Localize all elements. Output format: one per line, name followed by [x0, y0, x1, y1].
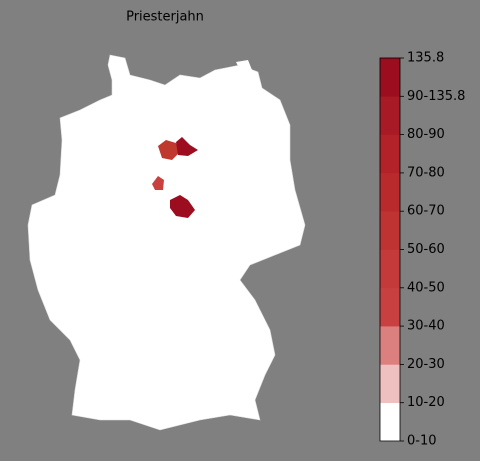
legend-swatch [380, 211, 400, 250]
legend-swatch [380, 96, 400, 135]
legend-label: 80-90 [407, 127, 445, 142]
legend-label: 0-10 [407, 434, 437, 449]
legend-label: 10-20 [407, 395, 445, 410]
legend-label: 90-135.8 [407, 89, 465, 104]
legend-label: 60-70 [407, 204, 445, 219]
legend-swatch [380, 172, 400, 212]
island [236, 60, 252, 74]
district-high [158, 140, 180, 160]
district-top [176, 137, 198, 156]
legend-label: 50-60 [407, 242, 445, 257]
legend-swatch [380, 249, 400, 289]
legend-label: 30-40 [407, 319, 445, 334]
legend-label: 70-80 [407, 165, 445, 180]
map-title: Priesterjahn [126, 10, 204, 25]
legend-label: 40-50 [407, 280, 445, 295]
legend-swatch [380, 58, 400, 97]
legend: 0-10 10-20 20-30 30-40 40-50 50-60 60-70 70-80 8… [380, 51, 465, 449]
germany-map [27, 54, 306, 431]
legend-frame [379, 57, 401, 442]
legend-swatch [380, 326, 400, 365]
legend-swatch [380, 134, 400, 174]
district-mid [152, 176, 164, 190]
district-top [170, 195, 195, 218]
legend-swatch [380, 364, 400, 403]
legend-swatch [380, 287, 400, 327]
legend-label: 135.8 [407, 51, 444, 66]
legend-label: 20-30 [407, 357, 445, 372]
legend-swatch [380, 402, 400, 442]
